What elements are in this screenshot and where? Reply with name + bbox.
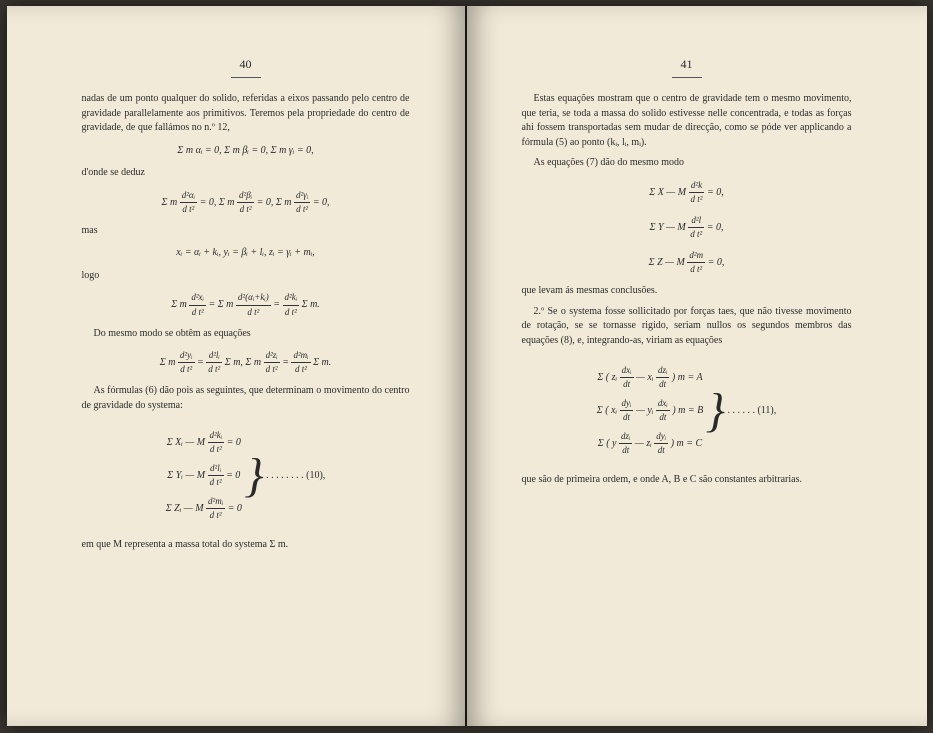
- page-number-right: 41: [522, 56, 852, 73]
- para: Estas equações mostram que o centro de g…: [522, 92, 852, 150]
- para: As equações (7) dão do mesmo modo: [522, 156, 852, 171]
- t: Σ m: [160, 357, 176, 368]
- t: = 0,: [313, 197, 330, 208]
- t: Σ ( xᵢ: [597, 405, 617, 416]
- t: = 0, Σ m: [200, 197, 235, 208]
- pagenum-rule: [672, 77, 702, 78]
- t: = 0,: [707, 187, 724, 198]
- book-spread: 40 nadas de um ponto qualquer do solido,…: [7, 6, 927, 726]
- t: Σ m.: [313, 357, 331, 368]
- equation-10: Σ Xᵢ — M d²kᵢd t² = 0 Σ Yᵢ — M d²lᵢd t² …: [82, 423, 410, 528]
- para: logo: [82, 269, 410, 284]
- formula: Σ Z — M d²md t² = 0,: [522, 249, 852, 276]
- t: Σ m, Σ m: [225, 357, 261, 368]
- t: Σ Zᵢ — M: [166, 503, 204, 514]
- t: = 0, Σ m: [257, 197, 292, 208]
- t: Σ Z — M: [649, 257, 685, 268]
- t: =: [282, 357, 289, 368]
- t: = 0,: [708, 257, 725, 268]
- page-number-left: 40: [82, 56, 410, 73]
- t: Σ m.: [302, 299, 320, 310]
- t: Σ m: [162, 197, 178, 208]
- t: Σ ( zᵢ: [597, 372, 617, 383]
- para: Do mesmo modo se obtêm as equações: [82, 327, 410, 342]
- para: d'onde se deduz: [82, 166, 410, 181]
- t: = 0,: [707, 222, 724, 233]
- t: Σ Xᵢ — M: [167, 437, 205, 448]
- formula: xᵢ = αᵢ + kᵢ, yᵢ = βᵢ + lᵢ, zᵢ = γᵢ + mᵢ…: [82, 246, 410, 261]
- t: Σ Yᵢ — M: [167, 470, 205, 481]
- t: Σ m: [171, 299, 187, 310]
- t: =: [273, 299, 280, 310]
- eq-number: . . . . . . . . (10),: [266, 470, 325, 481]
- para: em que M representa a massa total do sys…: [82, 538, 410, 553]
- t: Σ ( y: [598, 438, 617, 449]
- formula: Σ m d²xᵢd t² = Σ m d²(αᵢ+kᵢ)d t² = d²kᵢd…: [82, 291, 410, 318]
- t: Σ X — M: [649, 187, 686, 198]
- formula: Σ m d²yᵢd t² = d²lᵢd t² Σ m, Σ m d²zᵢd t…: [82, 349, 410, 376]
- t: = Σ m: [208, 299, 233, 310]
- t: = 0: [226, 470, 240, 481]
- t: = 0: [227, 437, 241, 448]
- t: — yᵢ: [636, 405, 653, 416]
- t: — zᵢ: [635, 438, 652, 449]
- formula: Σ m d²αᵢd t² = 0, Σ m d²βᵢd t² = 0, Σ m …: [82, 189, 410, 216]
- para: que são de primeira ordem, e onde A, B e…: [522, 473, 852, 488]
- formula: Σ m αᵢ = 0, Σ m βᵢ = 0, Σ m γᵢ = 0,: [82, 144, 410, 159]
- t: Σ Y — M: [650, 222, 686, 233]
- t: =: [197, 357, 204, 368]
- t: ) m = A: [672, 372, 703, 383]
- para: nadas de um ponto qualquer do solido, re…: [82, 92, 410, 136]
- pagenum-rule: [231, 77, 261, 78]
- para: mas: [82, 224, 410, 239]
- t: — xᵢ: [636, 372, 653, 383]
- t: ) m = B: [672, 405, 703, 416]
- para: As fórmulas (6) dão pois as seguintes, q…: [82, 384, 410, 413]
- equation-11: Σ ( zᵢ dxᵢdt — xᵢ dzᵢdt ) m = A Σ ( xᵢ d…: [522, 358, 852, 463]
- t: ) m = C: [671, 438, 702, 449]
- formula: Σ X — M d²kd t² = 0,: [522, 179, 852, 206]
- para: que levam ás mesmas conclusões.: [522, 284, 852, 299]
- para: 2.º Se o systema fosse sollicitado por f…: [522, 305, 852, 349]
- page-right: 41 Estas equações mostram que o centro d…: [467, 6, 927, 726]
- formula: Σ Y — M d²ld t² = 0,: [522, 214, 852, 241]
- eq-number: . . . . . . (11),: [727, 405, 776, 416]
- t: = 0: [228, 503, 242, 514]
- page-left: 40 nadas de um ponto qualquer do solido,…: [7, 6, 467, 726]
